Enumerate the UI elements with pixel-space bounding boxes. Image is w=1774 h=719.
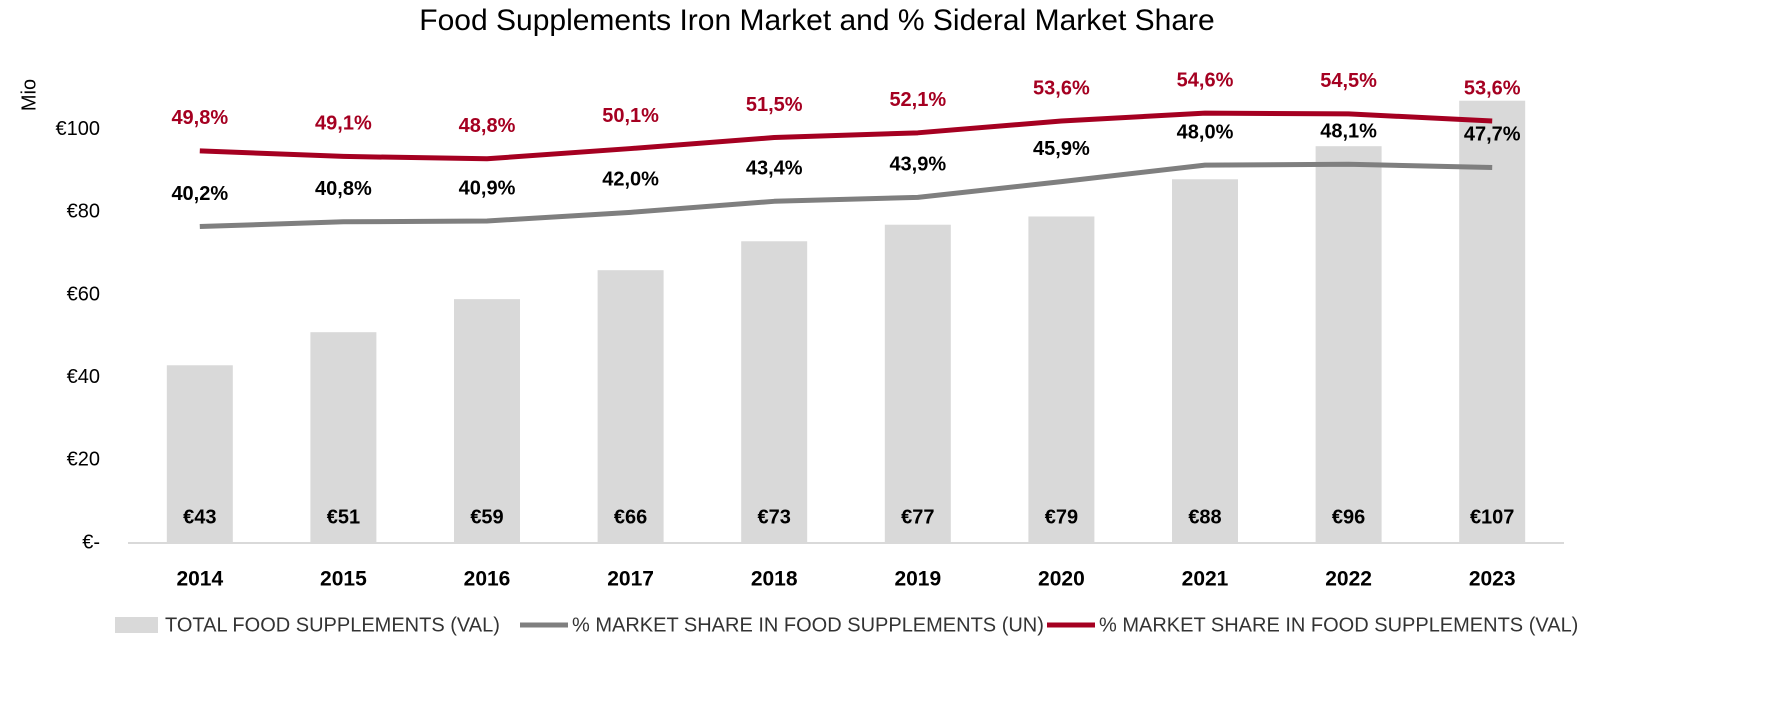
bar-value-label: €107: [1470, 506, 1515, 528]
bar-value-label: €96: [1332, 506, 1365, 528]
line-value-label: 40,2%: [171, 183, 228, 205]
legend-label: % MARKET SHARE IN FOOD SUPPLEMENTS (UN): [572, 614, 1044, 636]
bar: [1459, 100, 1526, 543]
bar: [166, 365, 233, 543]
line-value-label: 47,7%: [1464, 124, 1521, 146]
y-tick-label: €-: [82, 531, 100, 553]
legend-label: % MARKET SHARE IN FOOD SUPPLEMENTS (VAL): [1099, 614, 1578, 636]
y-axis-label: Mio: [18, 79, 40, 111]
y-tick-label: €100: [56, 118, 101, 140]
line-value-label: 49,1%: [315, 113, 372, 135]
bar: [1315, 146, 1382, 543]
line-value-label: 40,8%: [315, 178, 372, 200]
x-tick-label: 2017: [607, 568, 654, 591]
line-value-label: 54,5%: [1320, 70, 1377, 92]
line-value-label: 53,6%: [1464, 77, 1521, 99]
line-value-label: 45,9%: [1033, 138, 1090, 160]
bar: [1172, 179, 1238, 543]
line-value-label: 42,0%: [602, 169, 659, 191]
bar: [597, 270, 664, 543]
line-value-label: 48,1%: [1320, 121, 1377, 143]
x-tick-label: 2022: [1325, 568, 1372, 591]
bar: [310, 332, 377, 543]
line-value-label: 52,1%: [889, 89, 946, 111]
line-value-label: 53,6%: [1033, 77, 1090, 99]
x-tick-label: 2021: [1182, 568, 1229, 591]
bar: [1028, 216, 1095, 543]
y-tick-label: €40: [67, 366, 100, 388]
line: [199, 161, 1493, 230]
line-value-label: 48,8%: [459, 115, 516, 137]
bar-value-label: €59: [470, 506, 503, 528]
x-tick-label: 2023: [1469, 568, 1516, 591]
x-tick-label: 2020: [1038, 568, 1085, 591]
x-tick-label: 2015: [320, 568, 367, 591]
y-tick-label: €60: [67, 283, 100, 305]
bar-value-label: €73: [758, 506, 791, 528]
bar-value-label: €66: [614, 506, 647, 528]
bar: [454, 299, 520, 543]
bar-value-label: €43: [183, 506, 216, 528]
bar-value-label: €88: [1188, 506, 1221, 528]
chart-title: Food Supplements Iron Market and % Sider…: [419, 4, 1214, 37]
bar-value-label: €79: [1045, 506, 1078, 528]
bar: [884, 224, 951, 543]
x-tick-label: 2014: [176, 568, 223, 591]
legend-swatch: [115, 617, 158, 633]
x-tick-label: 2016: [464, 568, 511, 591]
x-tick-label: 2018: [751, 568, 798, 591]
x-tick-label: 2019: [894, 568, 941, 591]
line-value-label: 54,6%: [1177, 69, 1234, 91]
line-value-label: 43,4%: [746, 158, 803, 180]
line-value-label: 49,8%: [171, 107, 228, 129]
y-tick-label: €80: [67, 201, 100, 223]
line-value-label: 40,9%: [459, 177, 516, 199]
line: [199, 110, 1493, 162]
bar: [741, 241, 808, 543]
bar-value-label: €77: [901, 506, 934, 528]
line-value-label: 48,0%: [1177, 121, 1234, 143]
line-value-label: 51,5%: [746, 94, 803, 116]
line-value-label: 50,1%: [602, 105, 659, 127]
legend-label: TOTAL FOOD SUPPLEMENTS (VAL): [165, 614, 500, 636]
line-value-label: 43,9%: [889, 154, 946, 176]
bar-value-label: €51: [327, 506, 360, 528]
y-tick-label: €20: [67, 449, 100, 471]
